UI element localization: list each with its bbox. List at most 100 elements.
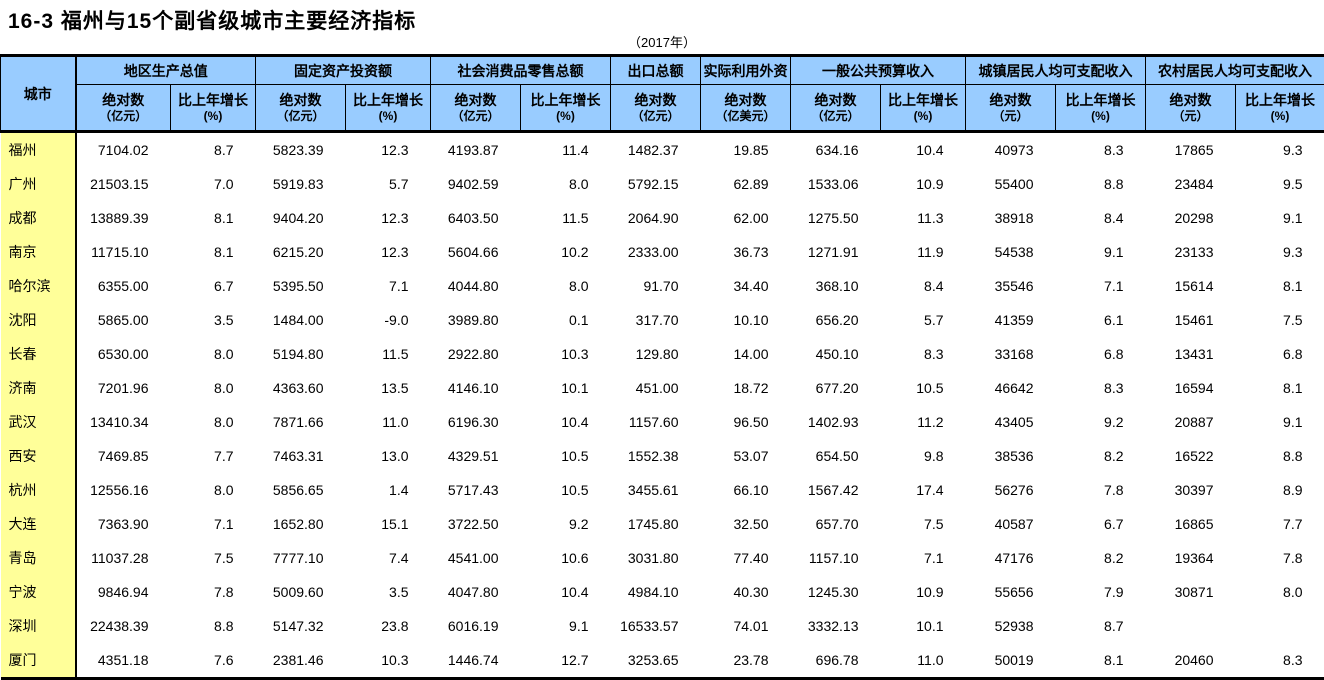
value-cell: 9402.59 bbox=[431, 167, 521, 201]
column-header-line1: 比上年增长 bbox=[521, 91, 610, 109]
value-cell: 38918 bbox=[966, 201, 1056, 235]
value-cell: 23.78 bbox=[701, 643, 791, 679]
value-cell: 40973 bbox=[966, 132, 1056, 168]
value-cell: 4146.10 bbox=[431, 371, 521, 405]
value-cell: 62.89 bbox=[701, 167, 791, 201]
column-header-line1: 比上年增长 bbox=[346, 91, 430, 109]
value-cell: 6016.19 bbox=[431, 609, 521, 643]
value-cell: -9.0 bbox=[346, 303, 431, 337]
value-cell: 12.3 bbox=[346, 132, 431, 168]
column-header: 绝对数（亿元） bbox=[76, 85, 171, 132]
value-cell: 8.1 bbox=[1236, 269, 1324, 303]
value-cell bbox=[1236, 609, 1324, 643]
value-cell: 10.4 bbox=[521, 575, 611, 609]
value-cell: 15614 bbox=[1146, 269, 1236, 303]
value-cell: 5.7 bbox=[346, 167, 431, 201]
column-header: 绝对数（亿美元） bbox=[701, 85, 791, 132]
column-header: 绝对数（亿元） bbox=[611, 85, 701, 132]
value-cell: 74.01 bbox=[701, 609, 791, 643]
value-cell: 8.0 bbox=[521, 269, 611, 303]
value-cell: 5717.43 bbox=[431, 473, 521, 507]
value-cell: 55400 bbox=[966, 167, 1056, 201]
value-cell: 9.1 bbox=[1056, 235, 1146, 269]
value-cell: 8.0 bbox=[171, 473, 256, 507]
value-cell: 7.9 bbox=[1056, 575, 1146, 609]
value-cell: 1402.93 bbox=[791, 405, 881, 439]
value-cell: 3031.80 bbox=[611, 541, 701, 575]
value-cell: 23.8 bbox=[346, 609, 431, 643]
value-cell: 7104.02 bbox=[76, 132, 171, 168]
value-cell: 11.9 bbox=[881, 235, 966, 269]
value-cell: 9.3 bbox=[1236, 132, 1324, 168]
value-cell: 5919.83 bbox=[256, 167, 346, 201]
value-cell: 6.7 bbox=[1056, 507, 1146, 541]
value-cell: 3989.80 bbox=[431, 303, 521, 337]
value-cell: 8.2 bbox=[1056, 541, 1146, 575]
value-cell: 634.16 bbox=[791, 132, 881, 168]
value-cell: 40587 bbox=[966, 507, 1056, 541]
column-header-line2: （亿元） bbox=[791, 109, 880, 125]
value-cell: 17865 bbox=[1146, 132, 1236, 168]
column-header-line1: 绝对数 bbox=[611, 91, 700, 109]
value-cell: 8.9 bbox=[1236, 473, 1324, 507]
value-cell: 7.6 bbox=[171, 643, 256, 679]
column-header: 比上年增长(%) bbox=[1236, 85, 1324, 132]
value-cell: 2333.00 bbox=[611, 235, 701, 269]
value-cell: 7.8 bbox=[171, 575, 256, 609]
city-cell: 宁波 bbox=[1, 575, 76, 609]
value-cell: 9846.94 bbox=[76, 575, 171, 609]
value-cell: 8.0 bbox=[171, 337, 256, 371]
value-cell: 6.8 bbox=[1056, 337, 1146, 371]
column-header: 比上年增长(%) bbox=[346, 85, 431, 132]
value-cell: 1652.80 bbox=[256, 507, 346, 541]
column-header: 绝对数（亿元） bbox=[431, 85, 521, 132]
value-cell: 10.5 bbox=[881, 371, 966, 405]
economic-indicators-table: 城市 地区生产总值 固定资产投资额 社会消费品零售总额 出口总额 实际利用外资 … bbox=[0, 54, 1324, 680]
value-cell: 8.0 bbox=[171, 405, 256, 439]
value-cell: 4363.60 bbox=[256, 371, 346, 405]
value-cell: 1271.91 bbox=[791, 235, 881, 269]
group-header-fixed-investment: 固定资产投资额 bbox=[256, 56, 431, 85]
column-header-line1: 比上年增长 bbox=[1056, 91, 1145, 109]
value-cell: 6196.30 bbox=[431, 405, 521, 439]
value-cell: 0.1 bbox=[521, 303, 611, 337]
value-cell: 6530.00 bbox=[76, 337, 171, 371]
value-cell: 4193.87 bbox=[431, 132, 521, 168]
value-cell: 8.3 bbox=[1236, 643, 1324, 679]
value-cell: 7.7 bbox=[1236, 507, 1324, 541]
value-cell: 7.1 bbox=[171, 507, 256, 541]
value-cell: 55656 bbox=[966, 575, 1056, 609]
city-cell: 福州 bbox=[1, 132, 76, 168]
group-header-urban-income: 城镇居民人均可支配收入 bbox=[966, 56, 1146, 85]
value-cell: 13.0 bbox=[346, 439, 431, 473]
value-cell: 9.3 bbox=[1236, 235, 1324, 269]
value-cell: 7.8 bbox=[1056, 473, 1146, 507]
city-cell: 广州 bbox=[1, 167, 76, 201]
value-cell: 7777.10 bbox=[256, 541, 346, 575]
value-cell: 8.1 bbox=[1236, 371, 1324, 405]
column-header: 绝对数（亿元） bbox=[791, 85, 881, 132]
value-cell: 19364 bbox=[1146, 541, 1236, 575]
column-header-line2: (%) bbox=[171, 109, 255, 125]
value-cell: 66.10 bbox=[701, 473, 791, 507]
value-cell: 4541.00 bbox=[431, 541, 521, 575]
value-cell: 54538 bbox=[966, 235, 1056, 269]
value-cell: 96.50 bbox=[701, 405, 791, 439]
value-cell: 15461 bbox=[1146, 303, 1236, 337]
value-cell: 9.2 bbox=[1056, 405, 1146, 439]
value-cell: 38536 bbox=[966, 439, 1056, 473]
value-cell: 43405 bbox=[966, 405, 1056, 439]
value-cell: 19.85 bbox=[701, 132, 791, 168]
value-cell: 8.3 bbox=[881, 337, 966, 371]
value-cell: 11037.28 bbox=[76, 541, 171, 575]
value-cell: 17.4 bbox=[881, 473, 966, 507]
value-cell: 7.1 bbox=[1056, 269, 1146, 303]
value-cell: 5865.00 bbox=[76, 303, 171, 337]
value-cell: 11.3 bbox=[881, 201, 966, 235]
column-header-line2: （亿元） bbox=[431, 109, 520, 125]
page-title: 16-3 福州与15个副省级城市主要经济指标 bbox=[0, 0, 1324, 34]
group-header-rural-income: 农村居民人均可支配收入 bbox=[1146, 56, 1324, 85]
value-cell: 8.8 bbox=[1056, 167, 1146, 201]
